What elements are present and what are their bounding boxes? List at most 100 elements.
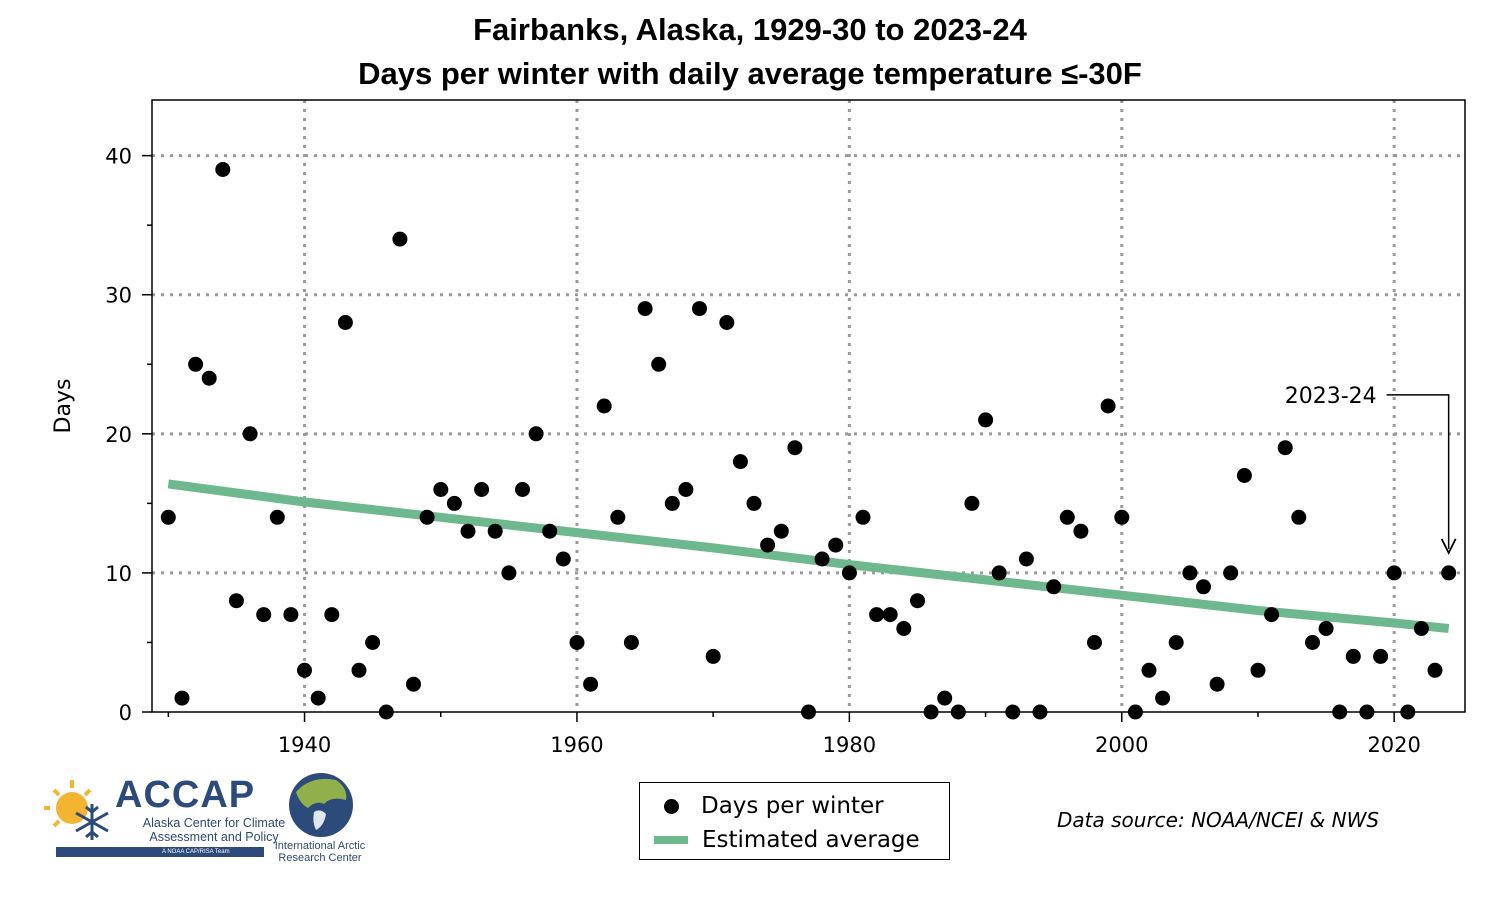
data-point xyxy=(950,704,966,720)
data-point xyxy=(787,440,803,456)
data-points xyxy=(160,162,1457,720)
data-point xyxy=(882,607,898,623)
data-point xyxy=(569,635,585,650)
data-point xyxy=(501,565,517,581)
data-point xyxy=(1018,551,1034,567)
y-tick-label: 0 xyxy=(119,701,132,725)
accap-line1: Alaska Center for Climate xyxy=(142,816,286,830)
data-source-note: Data source: NOAA/NCEI & NWS xyxy=(1057,808,1380,832)
data-point xyxy=(1032,704,1048,720)
data-point xyxy=(1291,509,1307,525)
data-point xyxy=(433,482,449,497)
accap-name: ACCAP xyxy=(115,774,256,816)
data-point xyxy=(719,315,735,330)
data-point xyxy=(1155,690,1171,706)
data-point xyxy=(705,648,721,664)
data-point xyxy=(419,509,435,525)
data-point xyxy=(201,370,217,386)
data-point xyxy=(460,523,476,539)
grid-lines xyxy=(152,100,1465,712)
x-tick-label: 2000 xyxy=(1095,733,1148,757)
y-tick-label: 30 xyxy=(105,284,132,308)
data-point xyxy=(869,607,885,623)
data-point xyxy=(1182,565,1198,581)
data-point xyxy=(474,482,490,497)
data-point xyxy=(188,356,204,372)
globe-icon xyxy=(289,773,353,837)
data-point xyxy=(1236,468,1252,483)
annotation: 2023-24 xyxy=(1285,384,1457,555)
data-point xyxy=(678,482,694,497)
data-point xyxy=(1046,579,1062,595)
data-point xyxy=(651,356,667,372)
data-point xyxy=(991,565,1007,581)
data-point xyxy=(1209,676,1225,692)
data-point xyxy=(1100,398,1116,414)
annotation-arrow-line xyxy=(1386,394,1450,549)
accap-line2: Assessment and Policy xyxy=(149,830,279,844)
data-point xyxy=(1114,509,1130,525)
data-point xyxy=(555,551,571,567)
legend-dot-marker xyxy=(664,798,679,814)
chart-title: Fairbanks, Alaska, 1929-30 to 2023-24 xyxy=(473,12,1027,47)
accap-bar xyxy=(56,847,264,857)
data-point xyxy=(1223,565,1239,581)
data-point xyxy=(528,426,544,442)
data-point xyxy=(487,523,503,539)
data-point xyxy=(692,301,707,317)
legend-label-points: Days per winter xyxy=(701,793,884,819)
data-point xyxy=(978,412,994,428)
data-point xyxy=(610,509,626,525)
data-point xyxy=(365,635,381,650)
data-point xyxy=(269,509,285,525)
data-point xyxy=(923,704,939,720)
data-point xyxy=(623,635,639,650)
accap-tagline: A NOAA CAP/RISA Team xyxy=(162,849,230,855)
x-tick-label: 1980 xyxy=(823,733,876,757)
data-point xyxy=(515,482,530,497)
data-point xyxy=(760,537,776,553)
data-point xyxy=(1264,607,1280,623)
data-point xyxy=(1413,621,1429,636)
data-point xyxy=(1373,648,1389,664)
data-point xyxy=(910,593,925,609)
data-point xyxy=(446,495,462,511)
y-tick-label: 40 xyxy=(105,145,132,169)
data-point xyxy=(732,454,748,470)
data-point xyxy=(896,621,912,636)
data-point xyxy=(1318,621,1334,636)
data-point xyxy=(855,509,871,525)
legend-item-trend: Estimated average xyxy=(640,825,920,855)
data-point xyxy=(1332,704,1348,720)
data-point xyxy=(283,607,299,623)
x-tick-label: 2020 xyxy=(1367,733,1420,757)
data-point xyxy=(937,690,953,706)
data-point xyxy=(1073,523,1089,539)
trend-layer xyxy=(167,479,1450,633)
data-point xyxy=(297,662,312,678)
iarc-line2: Research Center xyxy=(278,852,362,864)
accap-logo: ACCAP Alaska Center for Climate Assessme… xyxy=(42,770,285,862)
data-point xyxy=(1359,704,1375,720)
data-point xyxy=(256,607,272,623)
annotation-arrow-head xyxy=(1440,538,1457,555)
data-point xyxy=(664,495,680,511)
data-point xyxy=(215,162,231,177)
axis-ticks: 0 10 20 30 40 1940 1960 1980 2000 2020 xyxy=(105,145,1421,757)
data-point xyxy=(1005,704,1021,720)
legend-label-trend: Estimated average xyxy=(702,827,920,853)
data-point xyxy=(1087,635,1102,650)
data-point xyxy=(583,676,599,692)
data-point xyxy=(1345,648,1361,664)
data-point xyxy=(1305,635,1320,650)
trend-line xyxy=(167,479,1450,633)
x-tick-label: 1960 xyxy=(550,733,603,757)
data-point xyxy=(814,551,830,567)
data-point xyxy=(746,495,762,511)
data-point xyxy=(637,301,653,317)
annotation-label: 2023-24 xyxy=(1285,384,1377,409)
data-point xyxy=(1127,704,1143,720)
data-point xyxy=(1441,565,1457,581)
y-tick-label: 20 xyxy=(105,423,132,447)
data-point xyxy=(596,398,612,414)
